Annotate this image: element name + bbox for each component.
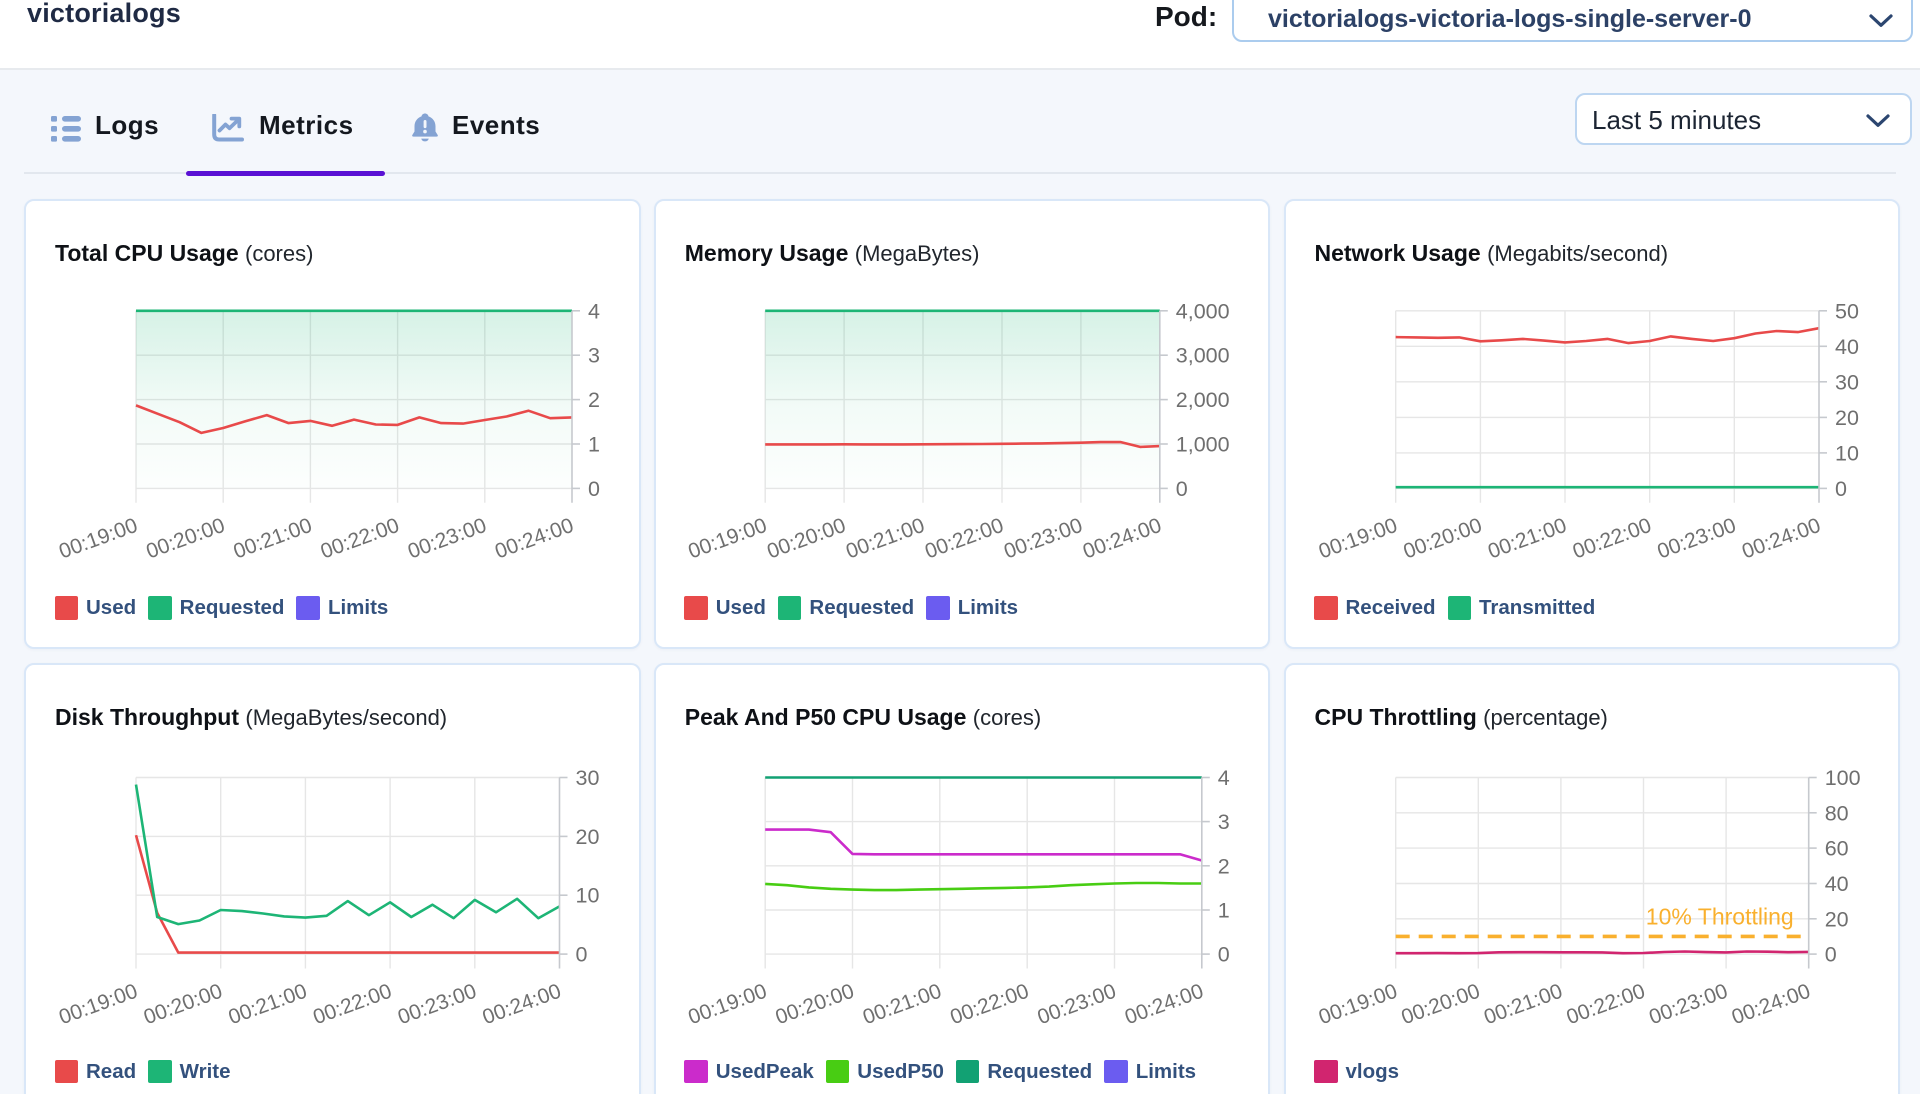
svg-text:00:24:00: 00:24:00 bbox=[480, 980, 565, 1030]
svg-text:20: 20 bbox=[1825, 907, 1849, 931]
svg-text:00:20:00: 00:20:00 bbox=[773, 980, 858, 1030]
svg-text:30: 30 bbox=[576, 766, 600, 790]
svg-text:00:19:00: 00:19:00 bbox=[685, 514, 770, 564]
svg-text:4: 4 bbox=[1218, 766, 1230, 790]
svg-text:00:22:00: 00:22:00 bbox=[947, 980, 1032, 1030]
svg-text:00:21:00: 00:21:00 bbox=[1481, 980, 1566, 1030]
svg-text:00:20:00: 00:20:00 bbox=[143, 514, 228, 564]
svg-text:4,000: 4,000 bbox=[1176, 299, 1230, 323]
svg-text:0: 0 bbox=[576, 943, 588, 967]
svg-text:00:21:00: 00:21:00 bbox=[860, 980, 945, 1030]
svg-text:00:24:00: 00:24:00 bbox=[1122, 980, 1207, 1030]
svg-text:00:21:00: 00:21:00 bbox=[225, 980, 310, 1030]
svg-text:00:23:00: 00:23:00 bbox=[1646, 980, 1731, 1030]
svg-text:00:20:00: 00:20:00 bbox=[764, 514, 849, 564]
svg-text:40: 40 bbox=[1825, 872, 1849, 896]
svg-text:00:19:00: 00:19:00 bbox=[1316, 980, 1401, 1030]
svg-text:1: 1 bbox=[1218, 899, 1230, 923]
svg-text:00:24:00: 00:24:00 bbox=[1729, 980, 1814, 1030]
svg-text:1,000: 1,000 bbox=[1176, 433, 1230, 457]
svg-text:0: 0 bbox=[588, 477, 600, 501]
svg-text:40: 40 bbox=[1835, 335, 1859, 359]
svg-text:100: 100 bbox=[1825, 766, 1861, 790]
svg-text:00:22:00: 00:22:00 bbox=[1570, 514, 1655, 564]
svg-text:0: 0 bbox=[1218, 943, 1230, 967]
svg-text:50: 50 bbox=[1835, 299, 1859, 323]
svg-text:10: 10 bbox=[576, 884, 600, 908]
svg-text:2: 2 bbox=[1218, 854, 1230, 878]
svg-text:00:24:00: 00:24:00 bbox=[492, 514, 577, 564]
svg-text:00:22:00: 00:22:00 bbox=[318, 514, 403, 564]
svg-text:10: 10 bbox=[1835, 441, 1859, 465]
svg-text:4: 4 bbox=[588, 299, 600, 323]
svg-text:00:24:00: 00:24:00 bbox=[1739, 514, 1824, 564]
svg-text:0: 0 bbox=[1176, 477, 1188, 501]
svg-text:00:19:00: 00:19:00 bbox=[685, 980, 770, 1030]
svg-text:00:19:00: 00:19:00 bbox=[56, 980, 141, 1030]
svg-text:00:23:00: 00:23:00 bbox=[1035, 980, 1120, 1030]
svg-text:3,000: 3,000 bbox=[1176, 344, 1230, 368]
svg-text:2: 2 bbox=[588, 388, 600, 412]
svg-text:00:19:00: 00:19:00 bbox=[1316, 514, 1401, 564]
svg-text:00:23:00: 00:23:00 bbox=[1654, 514, 1739, 564]
svg-text:3: 3 bbox=[1218, 810, 1230, 834]
svg-text:10% Throttling: 10% Throttling bbox=[1646, 903, 1794, 929]
svg-text:00:21:00: 00:21:00 bbox=[1485, 514, 1570, 564]
svg-text:80: 80 bbox=[1825, 801, 1849, 825]
svg-text:2,000: 2,000 bbox=[1176, 388, 1230, 412]
svg-text:00:22:00: 00:22:00 bbox=[922, 514, 1007, 564]
svg-text:00:23:00: 00:23:00 bbox=[405, 514, 490, 564]
svg-text:00:20:00: 00:20:00 bbox=[141, 980, 226, 1030]
svg-text:00:20:00: 00:20:00 bbox=[1400, 514, 1485, 564]
svg-text:00:19:00: 00:19:00 bbox=[56, 514, 141, 564]
svg-text:00:23:00: 00:23:00 bbox=[395, 980, 480, 1030]
svg-text:00:21:00: 00:21:00 bbox=[230, 514, 315, 564]
svg-text:00:20:00: 00:20:00 bbox=[1398, 980, 1483, 1030]
svg-text:00:22:00: 00:22:00 bbox=[1564, 980, 1649, 1030]
svg-text:0: 0 bbox=[1835, 477, 1847, 501]
svg-text:20: 20 bbox=[576, 825, 600, 849]
svg-text:20: 20 bbox=[1835, 406, 1859, 430]
svg-text:60: 60 bbox=[1825, 837, 1849, 861]
svg-text:00:23:00: 00:23:00 bbox=[1001, 514, 1086, 564]
svg-text:1: 1 bbox=[588, 433, 600, 457]
svg-text:0: 0 bbox=[1825, 943, 1837, 967]
svg-text:3: 3 bbox=[588, 344, 600, 368]
svg-text:00:22:00: 00:22:00 bbox=[310, 980, 395, 1030]
svg-text:00:24:00: 00:24:00 bbox=[1080, 514, 1165, 564]
svg-text:30: 30 bbox=[1835, 370, 1859, 394]
svg-text:00:21:00: 00:21:00 bbox=[843, 514, 928, 564]
